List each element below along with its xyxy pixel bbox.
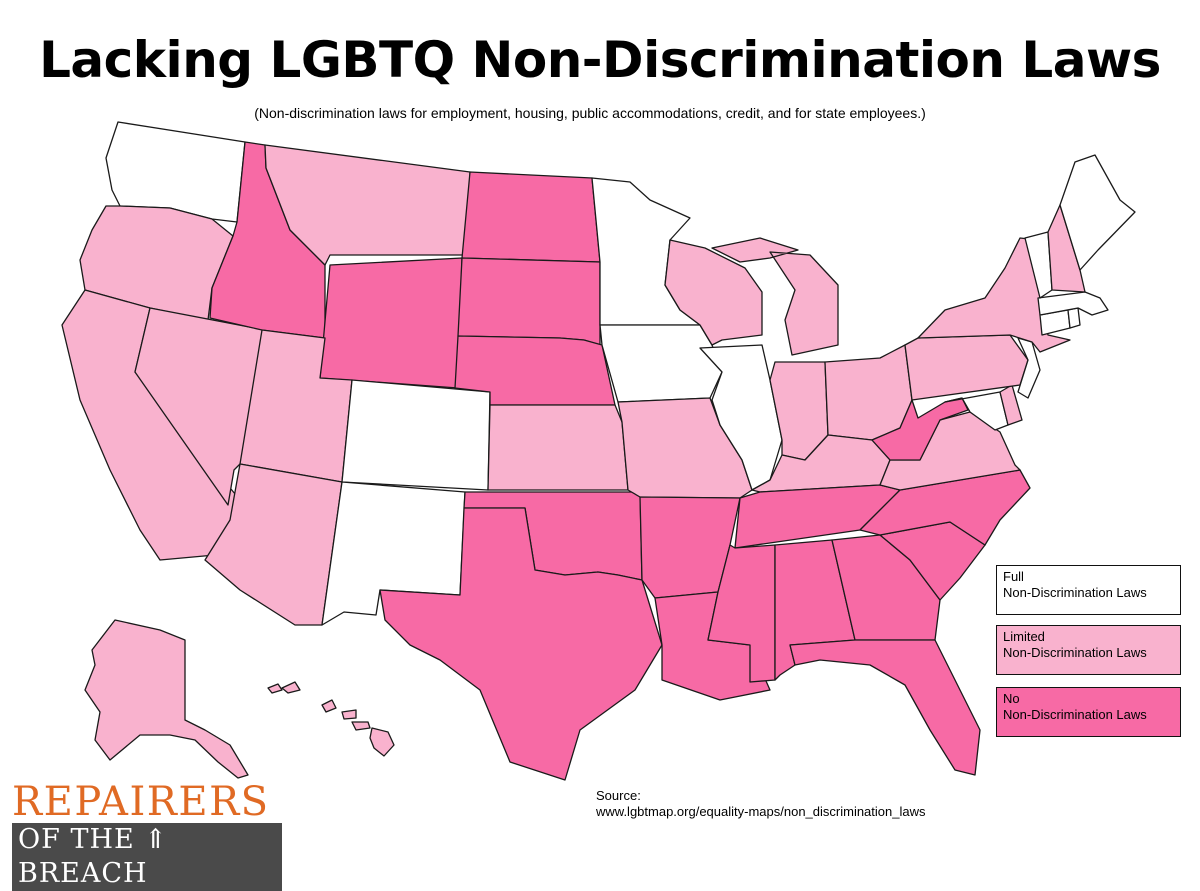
state-kansas[interactable] (487, 404, 629, 491)
state-wyoming[interactable] (319, 257, 463, 389)
legend-none: No Non-Discrimination Laws (996, 687, 1181, 737)
state-new-hampshire[interactable] (1047, 204, 1086, 293)
state-delaware[interactable] (999, 384, 1023, 426)
legend-full-label: Full (1003, 569, 1024, 584)
state-alaska[interactable] (84, 619, 249, 779)
legend-none-label: No (1003, 691, 1020, 706)
repairers-logo: REPAIRERS OF THE ⇑ BREACH (12, 779, 282, 891)
legend-full-sub: Non-Discrimination Laws (1003, 585, 1147, 600)
source-url: www.lgbtmap.org/equality-maps/non_discri… (596, 804, 926, 819)
logo-line1: REPAIRERS (12, 779, 270, 825)
map-title: Lacking LGBTQ Non-Discrimination Laws (39, 31, 1161, 89)
state-wisconsin[interactable] (664, 239, 763, 346)
us-state-map (61, 121, 1136, 781)
map-subtitle: (Non-discrimination laws for employment,… (254, 105, 926, 121)
state-ohio[interactable] (824, 344, 913, 441)
state-iowa[interactable] (599, 324, 723, 403)
state-michigan[interactable] (711, 237, 839, 356)
logo-line2: OF THE ⇑ BREACH (12, 823, 282, 891)
state-south-dakota[interactable] (457, 257, 601, 346)
legend-none-sub: Non-Discrimination Laws (1003, 707, 1147, 722)
legend-limited-sub: Non-Discrimination Laws (1003, 645, 1147, 660)
state-texas[interactable] (379, 507, 663, 781)
state-oregon[interactable] (79, 205, 234, 321)
state-rhode-island[interactable] (1067, 307, 1081, 329)
state-hawaii[interactable] (267, 681, 395, 757)
state-florida[interactable] (789, 639, 981, 776)
legend-limited-label: Limited (1003, 629, 1045, 644)
state-massachusetts[interactable] (1037, 291, 1109, 316)
legend-limited: Limited Non-Discrimination Laws (996, 625, 1181, 675)
state-north-dakota[interactable] (461, 171, 601, 263)
source-note: Source: www.lgbtmap.org/equality-maps/no… (596, 788, 926, 820)
source-label: Source: (596, 788, 641, 803)
legend-full: Full Non-Discrimination Laws (996, 565, 1181, 615)
state-maine[interactable] (1059, 154, 1136, 271)
state-colorado[interactable] (341, 379, 491, 491)
